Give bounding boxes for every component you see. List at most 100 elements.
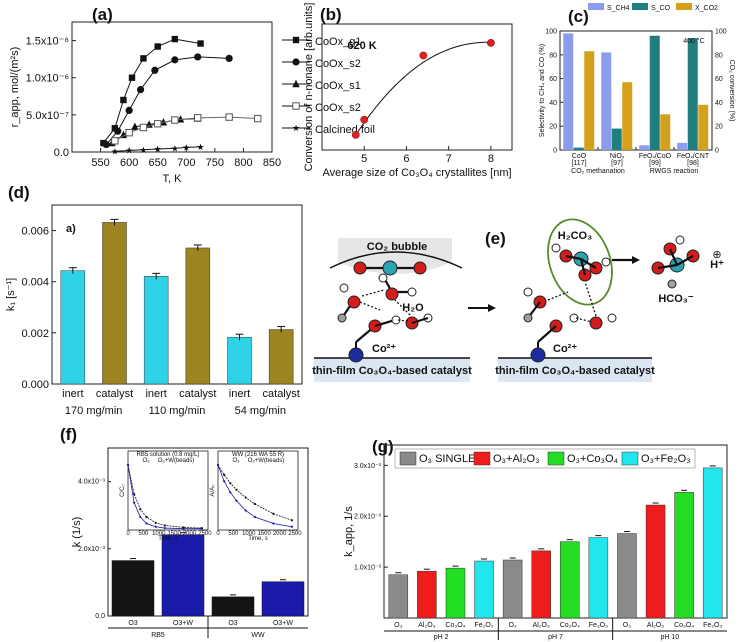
hydrogen-atom — [378, 273, 388, 283]
category-label-f: O3+W — [173, 620, 193, 627]
series-line-a-4 — [114, 146, 201, 152]
legend-label-g-2: O₃+Co₃O₄ — [567, 453, 619, 465]
x-tick-label-a: 800 — [234, 157, 252, 169]
bar-c-2 — [698, 104, 709, 150]
legend-label-g-0: O₃ SINGLE — [419, 453, 475, 465]
y-tick-left-c: 60 — [549, 76, 557, 83]
data-point-b — [486, 39, 495, 47]
point-a-4: ★ — [139, 145, 147, 155]
x-tick-label-b: 5 — [361, 153, 367, 165]
inset-ylabel-f-0: C/C₀ — [120, 484, 126, 497]
legend-marker-a-2 — [292, 79, 300, 88]
label-plus-sign: ⊕ — [712, 249, 721, 261]
bar-f — [161, 534, 205, 617]
group-label-g-1: pH 7 — [548, 634, 563, 641]
bar-g — [674, 492, 694, 619]
legend-swatch-g-1 — [473, 451, 491, 466]
inset-point-f — [253, 502, 257, 506]
hydrogen-atom — [339, 283, 349, 293]
bar-g — [531, 550, 551, 619]
y-tick-left-c: 0 — [553, 148, 557, 155]
plot-frame-g — [383, 444, 728, 619]
bond — [668, 248, 679, 266]
bar-g — [474, 560, 494, 619]
point-a-0 — [171, 35, 179, 43]
inset-point-f — [235, 488, 238, 491]
label-hco3: HCO₃⁻ — [658, 293, 694, 305]
point-a-2 — [119, 130, 128, 139]
inset-xtick-f-1: 1500 — [257, 531, 271, 537]
inset-line-f-1-0 — [217, 464, 292, 521]
y-tick-label-a: 0.0 — [54, 147, 69, 159]
inset-line-f-0-1 — [127, 464, 202, 530]
bond — [411, 316, 429, 325]
category-label-c: CoO — [572, 153, 587, 160]
legend-label-a-3: CoOx_s2 — [315, 102, 361, 114]
group-label-c-0: CO₂ methanation — [571, 168, 625, 175]
y-tick-label-f: 2.0x10⁻³ — [78, 546, 106, 553]
legend-marker-a-3 — [292, 102, 300, 110]
x-tick-label-b: 7 — [446, 153, 452, 165]
legend-marker-a-0 — [292, 36, 300, 44]
y-tick-right-c: 40 — [715, 100, 723, 107]
legend-swatch-g-3 — [621, 451, 639, 466]
point-a-1 — [125, 106, 133, 114]
category-label-g: O₃ — [508, 622, 516, 629]
x-tick-label-a: 550 — [91, 157, 109, 169]
y-tick-label-a: 1.5x10⁻⁶ — [26, 36, 69, 48]
group-label-g-0: pH 2 — [434, 634, 449, 641]
bar-g — [502, 559, 523, 619]
y-axis-label-left-c: Selectivity to CH₄ and CO (%) — [539, 44, 546, 137]
y-axis-label-g: k_app, 1/s — [343, 506, 355, 557]
legend-swatch-g-2 — [547, 451, 565, 466]
y-tick-label-a: 1.0x10⁻⁶ — [26, 73, 69, 85]
inset-xtick-f-0: 1500 — [167, 531, 181, 537]
inset-xtick-f-1: 1000 — [242, 531, 256, 537]
reaction-arrowhead — [488, 304, 496, 312]
inset-point-f — [133, 493, 136, 496]
inset-title-f-0: RB5 solution (0.8 mg/L) — [136, 452, 199, 458]
bar-c-1 — [649, 35, 660, 151]
category-label-d: inert — [229, 388, 250, 400]
x-axis-label-b: Average size of Co₃O₄ crystallites [nm] — [322, 167, 511, 179]
inset-xtick-f-1: 2500 — [288, 531, 302, 537]
y-tick-label-d: 0.000 — [21, 379, 49, 391]
bar-g — [617, 533, 637, 619]
inset-point-f — [272, 522, 275, 525]
x-tick-label-a: 650 — [149, 157, 167, 169]
point-a-0 — [128, 74, 136, 81]
label-h2co3: H₂CO₃ — [558, 230, 592, 242]
inset-point-f — [163, 526, 167, 530]
inset-legend-f-0-0: O₃ — [142, 458, 150, 464]
point-a-3 — [194, 114, 202, 122]
bar-d — [268, 329, 294, 385]
h-bond — [397, 319, 409, 322]
inset-line-f-0-0 — [127, 464, 202, 529]
chart-g: 1.0x10⁻³ 2.0x10⁻³ 3.0x10⁻³ k_app, 1/s O₃ Al₂O… — [343, 444, 728, 641]
category-label-g: Al₂O₃ — [647, 622, 664, 629]
label-co2-bubble: CO₂ bubble — [367, 241, 428, 253]
category-label-g: Al₂O₃ — [418, 622, 435, 629]
point-a-1 — [151, 66, 159, 74]
grey-atom — [523, 313, 533, 323]
bar-c-0 — [601, 52, 612, 150]
panel-tag-b: (b) — [320, 5, 342, 24]
point-a-1 — [102, 140, 110, 149]
point-a-4: ★ — [171, 143, 179, 153]
legend-swatch-c-1 — [632, 3, 648, 10]
inset-point-f — [200, 527, 203, 530]
product-arrowhead — [632, 256, 640, 264]
diagram-e: CO₂ bubble H₂O Co²⁺ thin-film Co₃O₄-based c… — [312, 218, 724, 382]
label-co-ion-right: Co²⁺ — [553, 343, 577, 355]
y-tick-left-c: 100 — [545, 29, 557, 36]
point-a-1 — [225, 54, 233, 63]
inset-title-f-1: WW (216 WA 55 R) — [232, 452, 284, 458]
inset-point-f — [145, 522, 148, 525]
y-tick-label-g: 2.0x10⁻³ — [354, 514, 382, 521]
bar-g — [445, 567, 466, 619]
point-a-0 — [140, 55, 147, 62]
bar-d — [143, 276, 169, 385]
legend-marker-a-1 — [292, 58, 300, 66]
inset-point-f — [244, 509, 247, 512]
bar-g — [702, 467, 723, 619]
